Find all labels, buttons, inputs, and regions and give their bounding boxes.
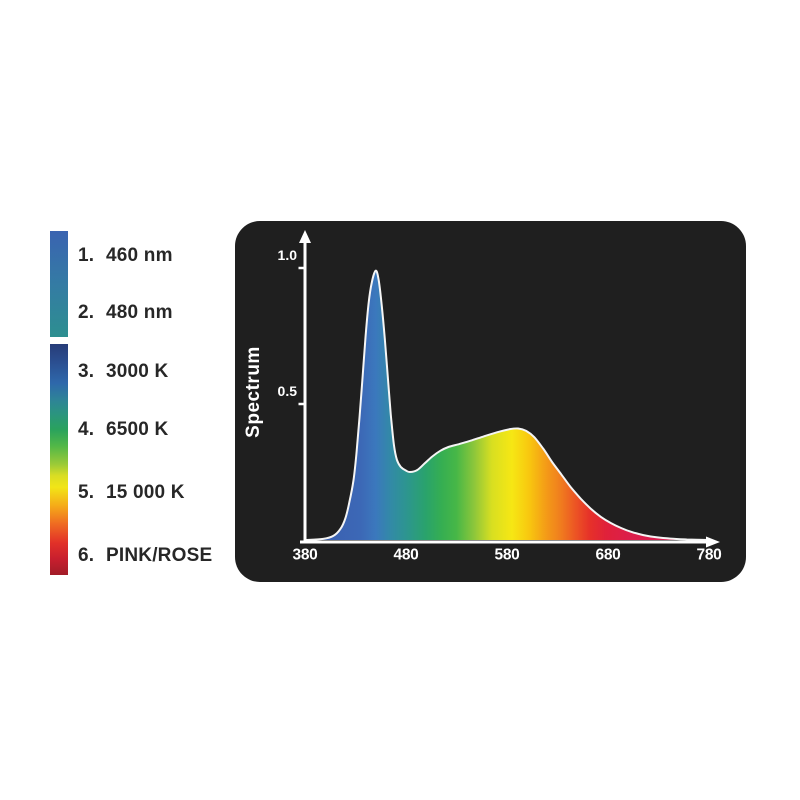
y-tick-label: 0.5 bbox=[278, 383, 298, 399]
legend-item-label: 460 nm bbox=[106, 245, 173, 266]
legend-item: 2. 480 nm bbox=[78, 300, 173, 326]
legend-item-number: 4. bbox=[78, 419, 95, 440]
x-tick-label: 480 bbox=[394, 547, 419, 564]
legend-item-label: 480 nm bbox=[106, 302, 173, 323]
y-axis-arrowhead-icon bbox=[299, 230, 311, 243]
legend-item: 4. 6500 K bbox=[78, 417, 168, 443]
legend-gradient-bar-kelvin bbox=[50, 344, 68, 575]
y-axis-title: Spectrum bbox=[243, 346, 264, 438]
x-tick-label: 580 bbox=[495, 547, 520, 564]
legend-item-label: 15 000 K bbox=[106, 482, 185, 503]
legend-item: 5. 15 000 K bbox=[78, 480, 185, 506]
legend-item: 1. 460 nm bbox=[78, 243, 173, 269]
y-axis-tick-labels: 1.0 0.5 bbox=[278, 247, 305, 406]
x-axis-tick-labels: 380 480 580 680 780 bbox=[293, 547, 722, 564]
legend-item-label: 6500 K bbox=[106, 419, 169, 440]
x-axis-arrowhead-icon bbox=[706, 536, 720, 548]
y-tick-label: 1.0 bbox=[278, 247, 298, 263]
legend-item-label: PINK/ROSE bbox=[106, 545, 213, 566]
legend-item-label: 3000 K bbox=[106, 361, 169, 382]
legend-gradient-bar-nm bbox=[50, 231, 68, 337]
x-tick-label: 380 bbox=[293, 547, 318, 564]
x-tick-label: 680 bbox=[596, 547, 621, 564]
legend-item: 6. PINK/ROSE bbox=[78, 543, 212, 569]
spectrum-chart: 380 480 580 680 780 1.0 0.5 Spectrum bbox=[243, 230, 722, 564]
legend-item-number: 1. bbox=[78, 245, 95, 266]
legend-item-number: 2. bbox=[78, 302, 95, 323]
x-tick-label: 780 bbox=[697, 547, 722, 564]
legend-item-number: 5. bbox=[78, 482, 95, 503]
legend-item-number: 6. bbox=[78, 545, 95, 566]
spectrum-area-fill bbox=[305, 270, 709, 540]
spectrum-chart-panel: 380 480 580 680 780 1.0 0.5 Spectrum bbox=[235, 221, 746, 582]
legend-item-number: 3. bbox=[78, 361, 95, 382]
legend-item: 3. 3000 K bbox=[78, 359, 168, 385]
spectrum-curve-outline bbox=[304, 269, 710, 541]
